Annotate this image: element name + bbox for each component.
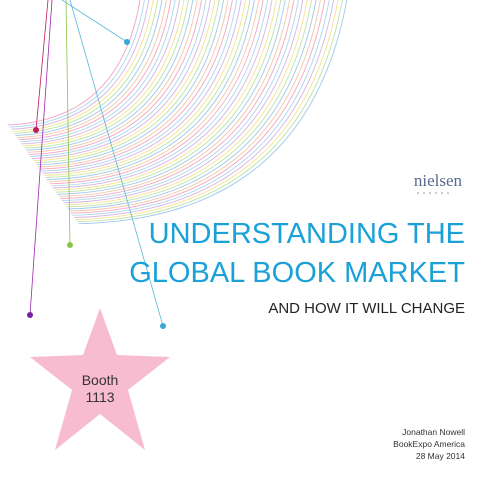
booth-star: [30, 308, 170, 450]
date: 28 May 2014: [416, 451, 465, 461]
arc: [72, 0, 330, 216]
arc: [67, 0, 317, 210]
subtitle: AND HOW IT WILL CHANGE: [268, 300, 465, 317]
arc: [55, 0, 282, 193]
arc: [19, 0, 176, 143]
pin-line: [61, 0, 128, 43]
arc: [46, 0, 255, 181]
arc: [9, 0, 145, 128]
pin-line: [29, 0, 53, 316]
arc: [63, 0, 304, 204]
arc: [18, 0, 172, 141]
arc: [34, 0, 220, 164]
pin-dot: [27, 312, 33, 318]
decorative-arcs: [7, 0, 348, 225]
pin-line: [65, 0, 71, 246]
arc: [37, 0, 229, 168]
arc: [52, 0, 273, 189]
arc: [48, 0, 260, 183]
arc: [28, 0, 203, 155]
logo: nielsen: [414, 171, 463, 190]
arc: [25, 0, 194, 151]
event: BookExpo America: [393, 439, 465, 449]
arc: [64, 0, 308, 206]
pin-dot: [124, 39, 130, 45]
arc: [61, 0, 299, 202]
arc: [22, 0, 185, 147]
pin-dot: [33, 127, 39, 133]
arc: [33, 0, 216, 162]
pin-dot: [67, 242, 73, 248]
arc: [51, 0, 269, 187]
arc: [36, 0, 225, 166]
arc: [69, 0, 321, 212]
arc: [10, 0, 150, 130]
arc: [45, 0, 251, 178]
arc: [76, 0, 343, 223]
arc: [49, 0, 264, 185]
arc: [15, 0, 163, 136]
author: Jonathan Nowell: [402, 427, 465, 437]
arc: [40, 0, 238, 172]
arc: [78, 0, 348, 225]
arc: [60, 0, 295, 199]
arc: [57, 0, 286, 195]
pins: [27, 0, 166, 329]
title-line: GLOBAL BOOK MARKET: [129, 257, 465, 289]
pin-dot: [160, 323, 166, 329]
arc: [12, 0, 154, 132]
arc: [70, 0, 326, 214]
arc: [75, 0, 339, 220]
arc: [54, 0, 277, 191]
arc: [42, 0, 242, 174]
arc: [66, 0, 313, 208]
arc: [16, 0, 167, 139]
arc: [7, 0, 141, 126]
logo-dots: [417, 192, 449, 194]
arc: [21, 0, 181, 145]
arc: [24, 0, 189, 149]
booth-label: Booth: [82, 372, 119, 388]
pin-line: [35, 0, 49, 131]
arc: [30, 0, 207, 157]
arc: [43, 0, 247, 176]
booth-number: 1113: [85, 389, 114, 405]
arc: [39, 0, 233, 170]
arc: [58, 0, 291, 197]
pin-line: [69, 0, 164, 327]
title-line: UNDERSTANDING THE: [149, 218, 465, 250]
arc: [27, 0, 198, 153]
